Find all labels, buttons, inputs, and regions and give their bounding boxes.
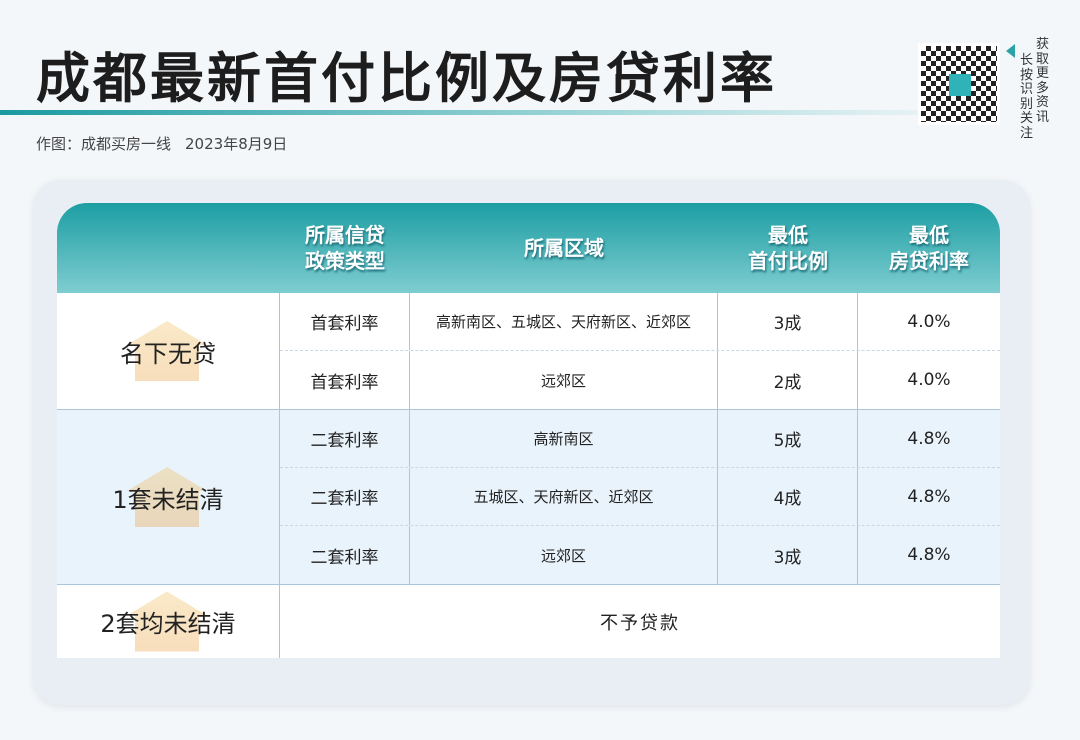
cell: 4成: [718, 468, 858, 525]
table-row: 二套利率 远郊区 3成 4.8%: [280, 526, 1000, 584]
qr-code[interactable]: [918, 43, 1000, 125]
group-label: 2套均未结清: [57, 585, 280, 658]
cell: 高新南区: [410, 410, 718, 467]
qr-logo: [949, 74, 971, 96]
row-group: 2套均未结清 不予贷款: [57, 585, 1000, 658]
header-down-payment: 最低 首付比例: [748, 223, 828, 273]
header-policy-type: 所属信贷 政策类型: [305, 223, 385, 273]
policy-table: 所属信贷 政策类型 所属区域 最低 首付比例 最低 房贷利率 名下无贷 首套利率 高新南区…: [57, 203, 1000, 658]
table-row: 首套利率 高新南区、五城区、天府新区、近郊区 3成 4.0%: [280, 293, 1000, 351]
subtitle: 作图：成都买房一线 2023年8月9日: [36, 133, 301, 154]
table-row: 二套利率 高新南区 5成 4.8%: [280, 410, 1000, 468]
cell: 首套利率: [280, 293, 410, 350]
group-label: 名下无贷: [57, 293, 280, 409]
date: 2023年8月9日: [185, 135, 288, 153]
cell: 4.8%: [907, 428, 951, 449]
cell: 5成: [718, 410, 858, 467]
cell: 4.0%: [907, 370, 951, 390]
cell: 二套利率: [280, 410, 410, 467]
cell: 远郊区: [410, 526, 718, 584]
cell: 4.0%: [907, 311, 951, 332]
cell: 高新南区、五城区、天府新区、近郊区: [410, 293, 718, 350]
cell: 五城区、天府新区、近郊区: [410, 468, 718, 525]
table-row: 二套利率 五城区、天府新区、近郊区 4成 4.8%: [280, 468, 1000, 526]
row-group: 1套未结清 二套利率 高新南区 5成 4.8% 二套利率 五城区、天府新区、近郊区 4成 4.8…: [57, 410, 1000, 585]
author: 作图：成都买房一线: [36, 135, 172, 153]
header-rate: 最低 房贷利率: [889, 223, 969, 273]
arrow-left-icon: [1006, 44, 1015, 58]
table-header: 所属信贷 政策类型 所属区域 最低 首付比例 最低 房贷利率: [57, 203, 1000, 293]
cell: 3成: [718, 293, 858, 350]
qr-caption-1: 长按识别关注: [1020, 53, 1034, 141]
no-loan-note: 不予贷款: [600, 612, 680, 634]
table-row: 首套利率 远郊区 2成 4.0%: [280, 351, 1000, 409]
cell: 3成: [718, 526, 858, 584]
cell: 4.8%: [907, 486, 951, 507]
row-group: 名下无贷 首套利率 高新南区、五城区、天府新区、近郊区 3成 4.0% 首套利率 远郊区 2成…: [57, 293, 1000, 410]
page-title: 成都最新首付比例及房贷利率: [36, 47, 777, 110]
cell: 4.8%: [907, 545, 951, 565]
cell: 二套利率: [280, 468, 410, 525]
group-label: 1套未结清: [57, 410, 280, 584]
title-underline: [0, 110, 980, 115]
cell: 远郊区: [410, 351, 718, 409]
cell: 二套利率: [280, 526, 410, 584]
header-district: 所属区域: [524, 236, 604, 260]
header-blank: [57, 203, 280, 293]
qr-caption-2: 获取更多资讯: [1036, 37, 1050, 125]
cell: 2成: [718, 351, 858, 409]
cell: 首套利率: [280, 351, 410, 409]
